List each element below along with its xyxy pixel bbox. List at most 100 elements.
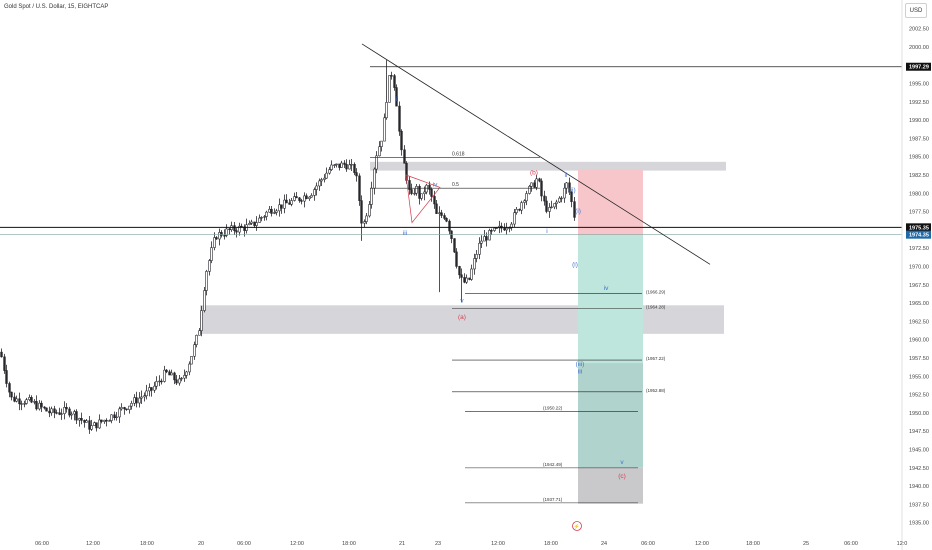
target-label: (1966.29) <box>646 290 666 295</box>
candle-body <box>553 203 556 208</box>
candle-body <box>380 140 383 147</box>
candle-body <box>468 277 471 280</box>
price-tick-label: 1995.00 <box>909 82 929 88</box>
price-tick-label: 1940.00 <box>909 484 929 490</box>
price-tick-label: 1960.00 <box>909 338 929 344</box>
current-price-tag-bg <box>906 223 931 232</box>
currency-button[interactable]: USD <box>905 3 927 18</box>
wave-label: iv <box>433 182 438 189</box>
candle-body <box>470 268 473 280</box>
price-tick-label: 1937.50 <box>909 502 929 508</box>
target-label: (1964.28) <box>646 304 666 309</box>
candle-body <box>325 172 328 179</box>
candle-body <box>338 163 341 168</box>
candle-body <box>135 397 138 404</box>
candle-body <box>108 420 111 422</box>
candle-body <box>225 228 228 236</box>
candle-body <box>298 197 301 201</box>
time-tick-label: 06:00 <box>641 541 655 547</box>
candle-body <box>333 164 336 166</box>
price-tick-label: 1942.50 <box>909 466 929 472</box>
candle-body <box>263 216 266 218</box>
candle-body <box>330 164 333 170</box>
symbol-title: Gold Spot / U.S. Dollar, 15, EIGHTCAP <box>4 4 109 10</box>
candle-body <box>160 380 163 383</box>
candle-body <box>378 146 381 157</box>
time-tick-label: 20 <box>198 541 204 547</box>
candle-body <box>98 419 101 429</box>
fib-level-label: 0.618 <box>452 151 465 157</box>
candle-body <box>90 425 93 430</box>
wave-label: (c) <box>618 473 626 480</box>
candle-body <box>518 208 521 211</box>
candle-body <box>255 222 258 226</box>
candle-body <box>180 377 183 380</box>
time-tick-label: 23 <box>435 541 441 547</box>
wave-label: (a) <box>458 314 466 321</box>
candle-body <box>415 185 418 194</box>
target-label: (1937.71) <box>543 497 563 502</box>
candle-body <box>373 168 376 189</box>
candle-body <box>173 372 176 381</box>
candle-body <box>460 274 463 278</box>
candle-body <box>363 221 366 224</box>
target-label: (1952.88) <box>646 388 666 393</box>
candle-body <box>413 192 416 195</box>
time-tick-label: 12:00 <box>290 541 304 547</box>
candle-body <box>328 169 331 174</box>
candle-body <box>38 402 41 410</box>
candle-body <box>25 399 28 404</box>
candle-body <box>235 230 238 233</box>
candle-body <box>125 408 128 411</box>
candle-body <box>285 199 288 204</box>
extended-target-zone <box>578 467 643 504</box>
candle-body <box>495 227 498 229</box>
candle-body <box>358 175 361 201</box>
wave-label: iii <box>578 368 582 375</box>
candle-body <box>283 199 286 209</box>
candle-body <box>275 210 278 213</box>
candle-body <box>105 419 108 422</box>
candle-body <box>30 397 33 403</box>
candle-body <box>268 208 271 213</box>
candle-body <box>305 195 308 199</box>
candle-body <box>323 177 326 180</box>
price-tick-label: 1950.00 <box>909 411 929 417</box>
candle-body <box>523 200 526 203</box>
candle-body <box>418 185 421 199</box>
secondary-price-tag: 1974.35 <box>909 233 929 239</box>
candle-body <box>13 396 16 402</box>
candle-body <box>128 405 131 410</box>
wave-label: ii <box>396 96 399 103</box>
price-tick-label: 1972.50 <box>909 246 929 252</box>
candle-body <box>308 196 311 199</box>
candle-body <box>163 369 166 382</box>
price-tick-label: 1967.50 <box>909 283 929 289</box>
candle-body <box>5 370 8 384</box>
candle-body <box>48 410 51 414</box>
time-tick-label: 06:00 <box>35 541 49 547</box>
candle-body <box>513 212 516 225</box>
candle-body <box>343 162 346 165</box>
price-tick-label: 1980.00 <box>909 191 929 197</box>
candle-body <box>238 225 241 233</box>
candle-body <box>555 201 558 204</box>
candle-body <box>435 203 438 214</box>
price-tick-label: 1990.00 <box>909 118 929 124</box>
candle-body <box>53 408 56 413</box>
candle-body <box>60 413 63 415</box>
candle-body <box>480 240 483 244</box>
candle-body <box>68 408 71 416</box>
candle-body <box>565 182 568 189</box>
candle-body <box>88 420 91 430</box>
candle-body <box>385 102 388 119</box>
candle-body <box>430 189 433 197</box>
candle-body <box>485 236 488 241</box>
candle-body <box>190 355 193 365</box>
time-tick-label: 18:00 <box>544 541 558 547</box>
candle-body <box>85 420 88 423</box>
wave-label: (i) <box>575 208 581 215</box>
candle-body <box>515 208 518 213</box>
